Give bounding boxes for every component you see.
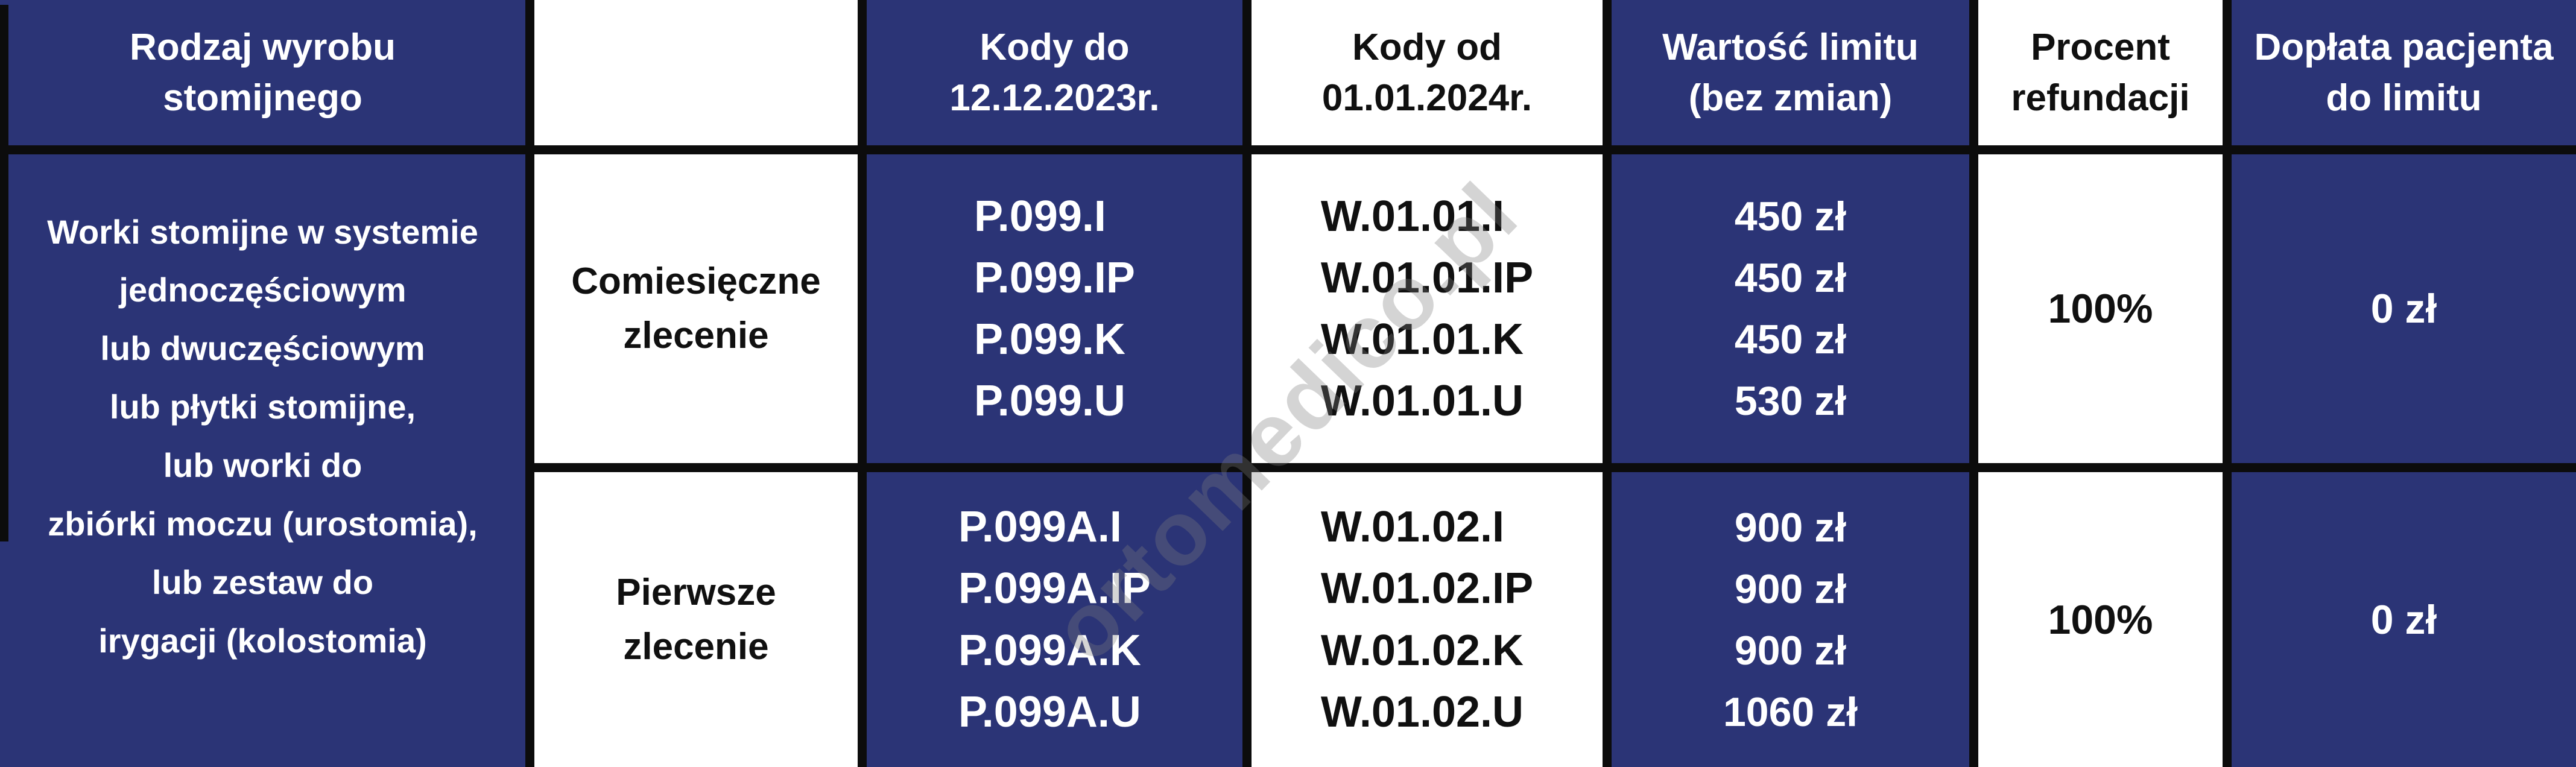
header-limit-value: Wartość limitu (bez zmian) (1612, 0, 1978, 154)
limit-values-cell: 900 zł 900 zł 900 zł 1060 zł (1612, 472, 1978, 767)
patient-copay-cell: 0 zł (2232, 472, 2576, 767)
header-order-type-empty (534, 0, 867, 154)
header-codes-until: Kody do 12.12.2023r. (867, 0, 1252, 154)
header-product-type: Rodzaj wyrobu stomijnego (0, 0, 534, 154)
table-left-border (0, 5, 8, 541)
order-type-cell: Comiesięczne zlecenie (534, 154, 867, 472)
codes-old-cell: P.099.I P.099.IP P.099.K P.099.U (867, 154, 1252, 472)
header-patient-copay: Dopłata pacjenta do limitu (2232, 0, 2576, 154)
header-codes-from: Kody od 01.01.2024r. (1252, 0, 1612, 154)
codes-old-cell: P.099A.I P.099A.IP P.099A.K P.099A.U (867, 472, 1252, 767)
codes-new-list: W.01.02.I W.01.02.IP W.01.02.K W.01.02.U (1320, 503, 1534, 736)
codes-new-cell: W.01.02.I W.01.02.IP W.01.02.K W.01.02.U (1252, 472, 1612, 767)
codes-old-list: P.099A.I P.099A.IP P.099A.K P.099A.U (958, 503, 1151, 736)
codes-old-list: P.099.I P.099.IP P.099.K P.099.U (974, 192, 1135, 426)
codes-new-cell: W.01.01.I W.01.01.IP W.01.01.K W.01.01.U (1252, 154, 1612, 472)
header-refund-percent: Procent refundacji (1978, 0, 2232, 154)
codes-new-list: W.01.01.I W.01.01.IP W.01.01.K W.01.01.U (1320, 192, 1534, 426)
refund-percent-cell: 100% (1978, 154, 2232, 472)
limit-values-cell: 450 zł 450 zł 450 zł 530 zł (1612, 154, 1978, 472)
order-type-cell: Pierwsze zlecenie (534, 472, 867, 767)
patient-copay-cell: 0 zł (2232, 154, 2576, 472)
refund-percent-cell: 100% (1978, 472, 2232, 767)
product-group-cell: Worki stomijne w systemie jednoczęściowy… (0, 154, 534, 767)
